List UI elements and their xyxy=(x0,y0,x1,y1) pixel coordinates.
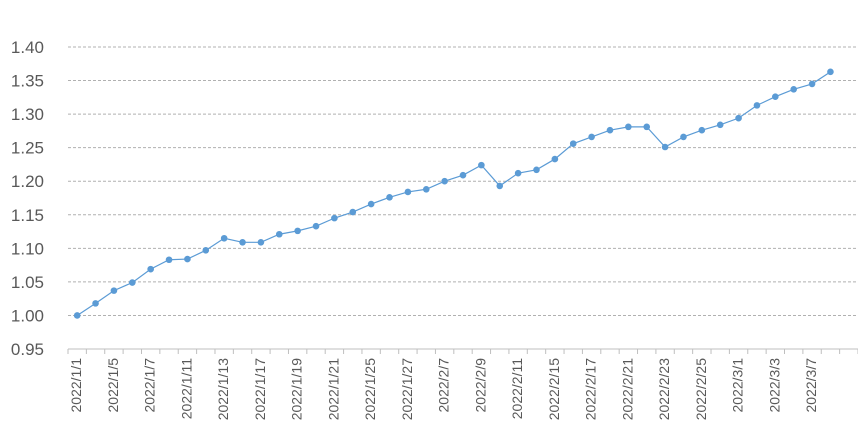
y-tick-label: 1.10 xyxy=(11,239,44,258)
x-tick-label: 2022/1/1 xyxy=(68,358,84,413)
marker xyxy=(73,312,81,319)
marker xyxy=(735,114,742,122)
y-tick-label: 1.30 xyxy=(11,105,44,124)
marker xyxy=(551,155,559,163)
y-tick-label: 0.95 xyxy=(11,340,44,359)
marker xyxy=(478,161,485,169)
x-tick-label: 2022/2/17 xyxy=(583,358,599,420)
x-tick-label: 2022/3/7 xyxy=(803,358,819,413)
marker xyxy=(533,166,540,174)
marker xyxy=(625,123,632,131)
marker xyxy=(661,143,669,151)
x-tick-label: 2022/1/27 xyxy=(399,358,415,420)
marker xyxy=(790,85,797,93)
x-tick-label: 2022/3/3 xyxy=(766,358,782,413)
y-tick-label: 1.25 xyxy=(11,139,44,158)
y-tick-label: 1.00 xyxy=(11,306,44,325)
marker xyxy=(569,140,577,147)
y-tick-label: 1.15 xyxy=(11,206,44,225)
marker xyxy=(129,279,136,286)
x-tick-label: 2022/1/5 xyxy=(105,358,121,413)
x-tick-label: 2022/2/11 xyxy=(509,358,525,419)
marker xyxy=(643,123,651,131)
marker xyxy=(698,126,706,134)
x-tick-label: 2022/3/1 xyxy=(730,358,746,413)
x-tick-label: 2022/1/21 xyxy=(325,358,341,420)
marker xyxy=(716,121,724,129)
marker xyxy=(422,185,430,193)
marker xyxy=(110,287,118,294)
x-tick-label: 2022/1/7 xyxy=(142,358,158,413)
y-tick-label: 1.35 xyxy=(11,72,44,91)
marker xyxy=(331,214,338,222)
x-tick-label: 2022/1/13 xyxy=(215,358,231,420)
marker xyxy=(202,247,210,254)
marker xyxy=(772,93,779,100)
marker xyxy=(184,255,191,263)
x-tick-label: 2022/1/17 xyxy=(252,358,268,420)
marker xyxy=(275,230,283,238)
x-tick-label: 2022/2/7 xyxy=(436,358,452,413)
marker xyxy=(239,238,246,246)
x-tick-label: 2022/1/19 xyxy=(289,358,305,420)
marker xyxy=(165,256,173,264)
line xyxy=(76,71,831,316)
marker xyxy=(147,265,154,273)
marker xyxy=(808,80,816,88)
marker xyxy=(441,177,448,185)
marker xyxy=(514,169,522,177)
x-tick-label: 2022/2/9 xyxy=(472,358,488,413)
x-tick-label: 2022/2/21 xyxy=(619,358,635,420)
x-tick-label: 2022/2/15 xyxy=(546,358,562,420)
y-tick-label: 1.05 xyxy=(11,273,44,292)
marker xyxy=(220,234,228,242)
marker xyxy=(753,102,761,109)
marker xyxy=(294,227,301,235)
marker xyxy=(404,188,412,196)
y-tick-label: 1.40 xyxy=(11,38,44,57)
x-tick-label: 2022/1/25 xyxy=(362,358,378,420)
marker xyxy=(606,126,614,134)
marker xyxy=(827,68,834,76)
x-tick-label: 2022/1/11 xyxy=(178,358,194,419)
marker xyxy=(386,194,393,201)
marker xyxy=(496,182,504,190)
marker xyxy=(680,133,687,141)
x-tick-label: 2022/2/25 xyxy=(693,358,709,420)
marker xyxy=(367,200,375,208)
x-tick-label: 2022/2/23 xyxy=(656,358,672,420)
marker xyxy=(459,171,467,179)
marker xyxy=(312,222,320,230)
marker xyxy=(257,238,265,246)
marker xyxy=(349,208,357,216)
marker xyxy=(92,300,99,307)
marker xyxy=(588,133,595,141)
y-tick-label: 1.20 xyxy=(11,172,44,191)
